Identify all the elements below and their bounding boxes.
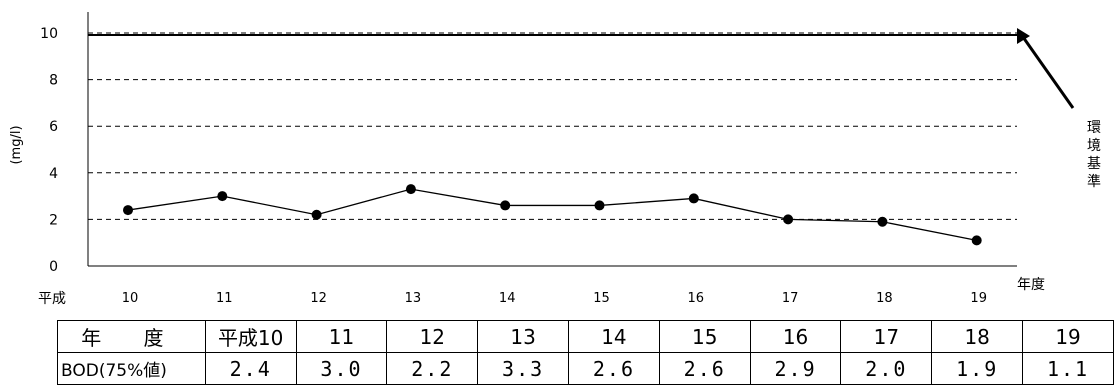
table-value-cell: 2.2 xyxy=(386,352,479,385)
table-year-cell: 12 xyxy=(386,320,479,353)
table-year-cell: 18 xyxy=(931,320,1024,353)
x-tick-label: 12 xyxy=(310,291,327,306)
table-year-cell: 11 xyxy=(295,320,388,353)
x-tick-label: 15 xyxy=(593,291,610,306)
grid-lines xyxy=(88,32,1017,220)
reference-arrow-head xyxy=(1017,28,1030,44)
data-points xyxy=(123,184,982,246)
x-tick-labels: 10 11 12 13 14 15 16 17 18 19 xyxy=(122,291,987,306)
data-point xyxy=(783,214,794,225)
table-value-cell: 2.0 xyxy=(840,352,933,385)
x-tick-label: 11 xyxy=(216,291,233,306)
table-header-label: 年 度 xyxy=(57,320,206,353)
table-year-cell: 13 xyxy=(477,320,570,353)
table-value-cell: 1.9 xyxy=(931,352,1024,385)
reference-arrow xyxy=(1021,36,1075,109)
x-tick-label: 17 xyxy=(782,291,799,306)
table-value-cell: 2.6 xyxy=(658,352,751,385)
table-year-cell: 17 xyxy=(840,320,933,353)
table-value-cell: 2.9 xyxy=(749,352,842,385)
data-point xyxy=(123,205,133,216)
y-tick-label: 6 xyxy=(49,119,58,135)
table-year-cell: 19 xyxy=(1022,320,1114,353)
table-header-row: 年 度 平成10 11 12 13 14 15 16 17 18 19 xyxy=(57,320,1114,353)
data-point xyxy=(688,193,699,204)
x-tick-label: 19 xyxy=(970,291,987,306)
data-point xyxy=(500,200,511,211)
x-axis-label: 年度 xyxy=(1017,277,1045,293)
table-year-cell: 16 xyxy=(749,320,842,353)
y-axis-label: (mg/l) xyxy=(9,125,24,164)
y-tick-label: 0 xyxy=(49,259,58,275)
y-tick-label: 8 xyxy=(49,73,58,89)
y-tick-label: 4 xyxy=(49,166,58,182)
table-value-cell: 1.1 xyxy=(1022,352,1114,385)
x-prefix-label: 平成 xyxy=(38,291,66,307)
x-tick-label: 13 xyxy=(405,291,422,306)
table-year-cell: 14 xyxy=(568,320,660,353)
table-row-label: BOD(75%値) xyxy=(57,352,206,385)
data-point xyxy=(594,200,605,211)
table-value-cell: 3.0 xyxy=(295,352,388,385)
x-tick-label: 16 xyxy=(688,291,705,306)
table-value-cell: 2.4 xyxy=(204,352,297,385)
table-value-cell: 2.6 xyxy=(568,352,660,385)
data-point xyxy=(877,216,888,227)
table-value-cell: 3.3 xyxy=(477,352,570,385)
data-table: 年 度 平成10 11 12 13 14 15 16 17 18 19 BOD(75%値) 2.4… xyxy=(57,320,1114,385)
x-tick-label: 10 xyxy=(122,291,139,306)
x-tick-label: 18 xyxy=(876,291,893,306)
y-tick-label: 2 xyxy=(49,212,58,228)
y-tick-label: 10 xyxy=(40,26,58,42)
bod-line-chart: 0 2 4 6 8 10 (mg/l) 平成 10 11 12 13 14 15 16 17 18 19 年… xyxy=(9,12,1075,307)
x-tick-label: 14 xyxy=(499,291,516,306)
data-point xyxy=(405,184,416,195)
table-value-row: BOD(75%値) 2.4 3.0 2.2 3.3 2.6 2.6 2.9 2.0 1.9 1.1 xyxy=(57,352,1114,385)
series-line xyxy=(127,188,977,242)
table-year-cell: 平成10 xyxy=(204,320,297,353)
reference-line-label: 環境基準 xyxy=(1087,120,1101,190)
y-tick-labels: 0 2 4 6 8 10 xyxy=(40,26,58,275)
data-point xyxy=(311,209,322,220)
table-year-cell: 15 xyxy=(658,320,751,353)
data-point xyxy=(971,235,982,246)
data-point xyxy=(217,191,228,202)
